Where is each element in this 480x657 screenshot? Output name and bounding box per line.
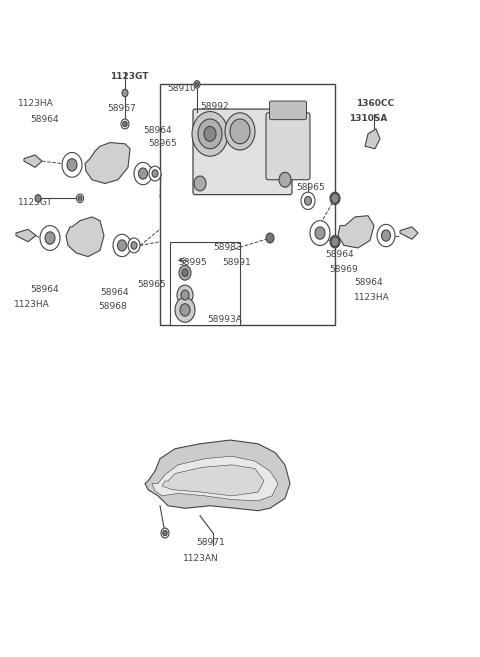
Circle shape — [230, 119, 250, 144]
Circle shape — [330, 235, 340, 248]
Circle shape — [331, 237, 339, 246]
Circle shape — [161, 528, 169, 538]
Text: 58991: 58991 — [222, 258, 251, 267]
Circle shape — [331, 193, 339, 203]
Text: 58964: 58964 — [325, 250, 354, 260]
Polygon shape — [152, 456, 278, 501]
Circle shape — [62, 152, 82, 177]
Circle shape — [315, 227, 325, 239]
Bar — [170, 242, 240, 325]
Text: 58964: 58964 — [30, 285, 59, 294]
Circle shape — [179, 265, 191, 280]
Circle shape — [122, 89, 128, 97]
Polygon shape — [338, 215, 374, 248]
Text: 58964: 58964 — [143, 126, 172, 135]
Circle shape — [198, 119, 222, 148]
Circle shape — [301, 192, 315, 210]
Circle shape — [181, 290, 189, 300]
Text: 58965: 58965 — [296, 183, 325, 193]
Circle shape — [78, 196, 82, 201]
Circle shape — [175, 298, 195, 323]
Text: 1123HA: 1123HA — [18, 99, 54, 108]
Text: 1310SA: 1310SA — [349, 114, 387, 123]
FancyBboxPatch shape — [266, 113, 310, 180]
Text: 1123HA: 1123HA — [354, 292, 390, 302]
Circle shape — [192, 112, 228, 156]
Text: 58993A: 58993A — [207, 315, 242, 324]
Polygon shape — [162, 465, 264, 496]
Polygon shape — [400, 227, 418, 239]
Circle shape — [330, 192, 340, 204]
Polygon shape — [365, 129, 380, 148]
Circle shape — [139, 168, 147, 179]
Polygon shape — [145, 440, 290, 510]
Text: 1123GT: 1123GT — [110, 72, 148, 81]
Text: 58964: 58964 — [354, 278, 383, 286]
Circle shape — [382, 230, 391, 241]
FancyBboxPatch shape — [193, 109, 292, 194]
Text: 58964: 58964 — [30, 115, 59, 124]
Circle shape — [182, 269, 188, 277]
Circle shape — [128, 238, 140, 253]
Text: 58968: 58968 — [98, 302, 127, 311]
Circle shape — [177, 285, 193, 305]
Circle shape — [180, 304, 190, 316]
Text: 58964: 58964 — [100, 288, 129, 296]
Circle shape — [131, 242, 137, 249]
Circle shape — [45, 232, 55, 244]
Circle shape — [121, 119, 129, 129]
Circle shape — [67, 159, 77, 171]
Text: 58967: 58967 — [107, 104, 136, 113]
Text: 1123AN: 1123AN — [183, 554, 219, 563]
Text: 58971: 58971 — [196, 538, 225, 547]
Circle shape — [195, 82, 199, 86]
Text: 58983: 58983 — [213, 243, 242, 252]
Text: 1360CC: 1360CC — [356, 99, 394, 108]
Text: 58965: 58965 — [137, 280, 166, 289]
Circle shape — [204, 126, 216, 141]
Circle shape — [310, 221, 330, 246]
Text: 58910: 58910 — [167, 84, 196, 93]
Bar — [160, 84, 335, 325]
Circle shape — [279, 172, 291, 187]
Polygon shape — [16, 229, 36, 242]
Circle shape — [377, 225, 395, 246]
Circle shape — [194, 176, 206, 191]
Polygon shape — [66, 217, 104, 257]
Text: 1123HA: 1123HA — [14, 300, 50, 309]
Circle shape — [225, 113, 255, 150]
Circle shape — [113, 235, 131, 257]
Circle shape — [266, 233, 274, 243]
Circle shape — [40, 225, 60, 250]
Circle shape — [76, 194, 84, 202]
Text: 58969: 58969 — [329, 265, 358, 274]
Circle shape — [134, 162, 152, 185]
FancyBboxPatch shape — [269, 101, 307, 120]
Circle shape — [152, 170, 158, 177]
Circle shape — [118, 240, 127, 251]
Text: 1123GT: 1123GT — [18, 198, 53, 208]
Circle shape — [123, 122, 127, 127]
Circle shape — [163, 530, 167, 535]
Text: 58992: 58992 — [200, 102, 228, 110]
Text: 58995: 58995 — [178, 258, 207, 267]
Circle shape — [149, 166, 161, 181]
Circle shape — [35, 194, 41, 202]
Circle shape — [304, 196, 312, 205]
Polygon shape — [24, 155, 42, 168]
Polygon shape — [85, 143, 130, 183]
Circle shape — [194, 81, 200, 88]
Text: 58965: 58965 — [148, 139, 177, 148]
